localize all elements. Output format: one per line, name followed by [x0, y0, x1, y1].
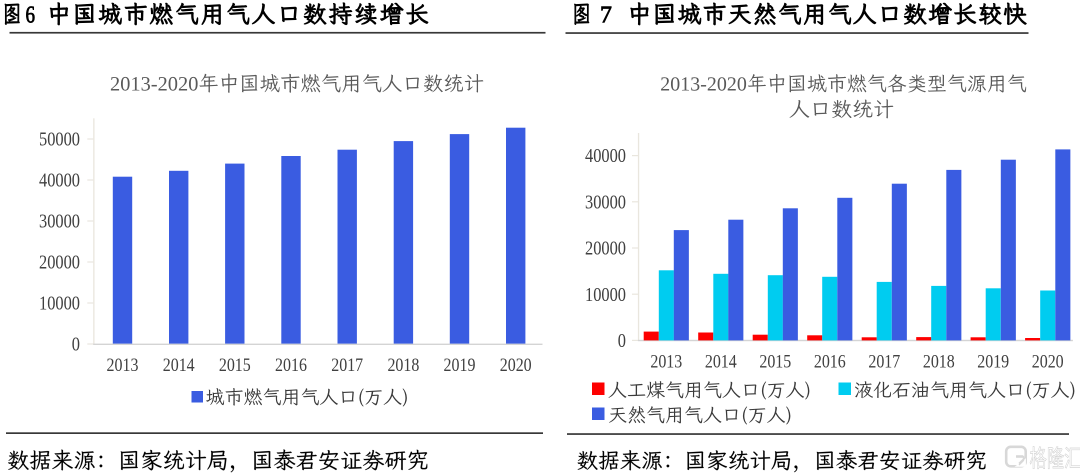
svg-text:2018: 2018 [387, 354, 419, 376]
svg-text:30000: 30000 [585, 191, 626, 213]
svg-text:2017: 2017 [331, 354, 363, 376]
svg-text:10000: 10000 [39, 292, 80, 314]
svg-text:2013: 2013 [107, 354, 139, 376]
svg-text:2016: 2016 [814, 350, 846, 372]
svg-text:2013: 2013 [650, 350, 682, 372]
svg-text:50000: 50000 [39, 128, 80, 150]
svg-text:40000: 40000 [585, 145, 626, 167]
svg-text:2017: 2017 [868, 350, 900, 372]
svg-text:2015: 2015 [759, 350, 791, 372]
svg-text:2019: 2019 [444, 354, 476, 376]
svg-text:0: 0 [72, 333, 80, 355]
svg-text:2018: 2018 [923, 350, 955, 372]
svg-text:2015: 2015 [219, 354, 251, 376]
svg-text:20000: 20000 [585, 237, 626, 259]
svg-text:30000: 30000 [39, 210, 80, 232]
svg-text:2020: 2020 [1032, 350, 1064, 372]
svg-text:2020: 2020 [500, 354, 532, 376]
svg-text:40000: 40000 [39, 169, 80, 191]
svg-text:2016: 2016 [275, 354, 307, 376]
svg-text:20000: 20000 [39, 251, 80, 273]
svg-text:0: 0 [618, 330, 626, 352]
svg-text:2019: 2019 [977, 350, 1009, 372]
svg-text:10000: 10000 [585, 283, 626, 305]
svg-text:2014: 2014 [705, 350, 737, 372]
svg-text:2014: 2014 [163, 354, 195, 376]
